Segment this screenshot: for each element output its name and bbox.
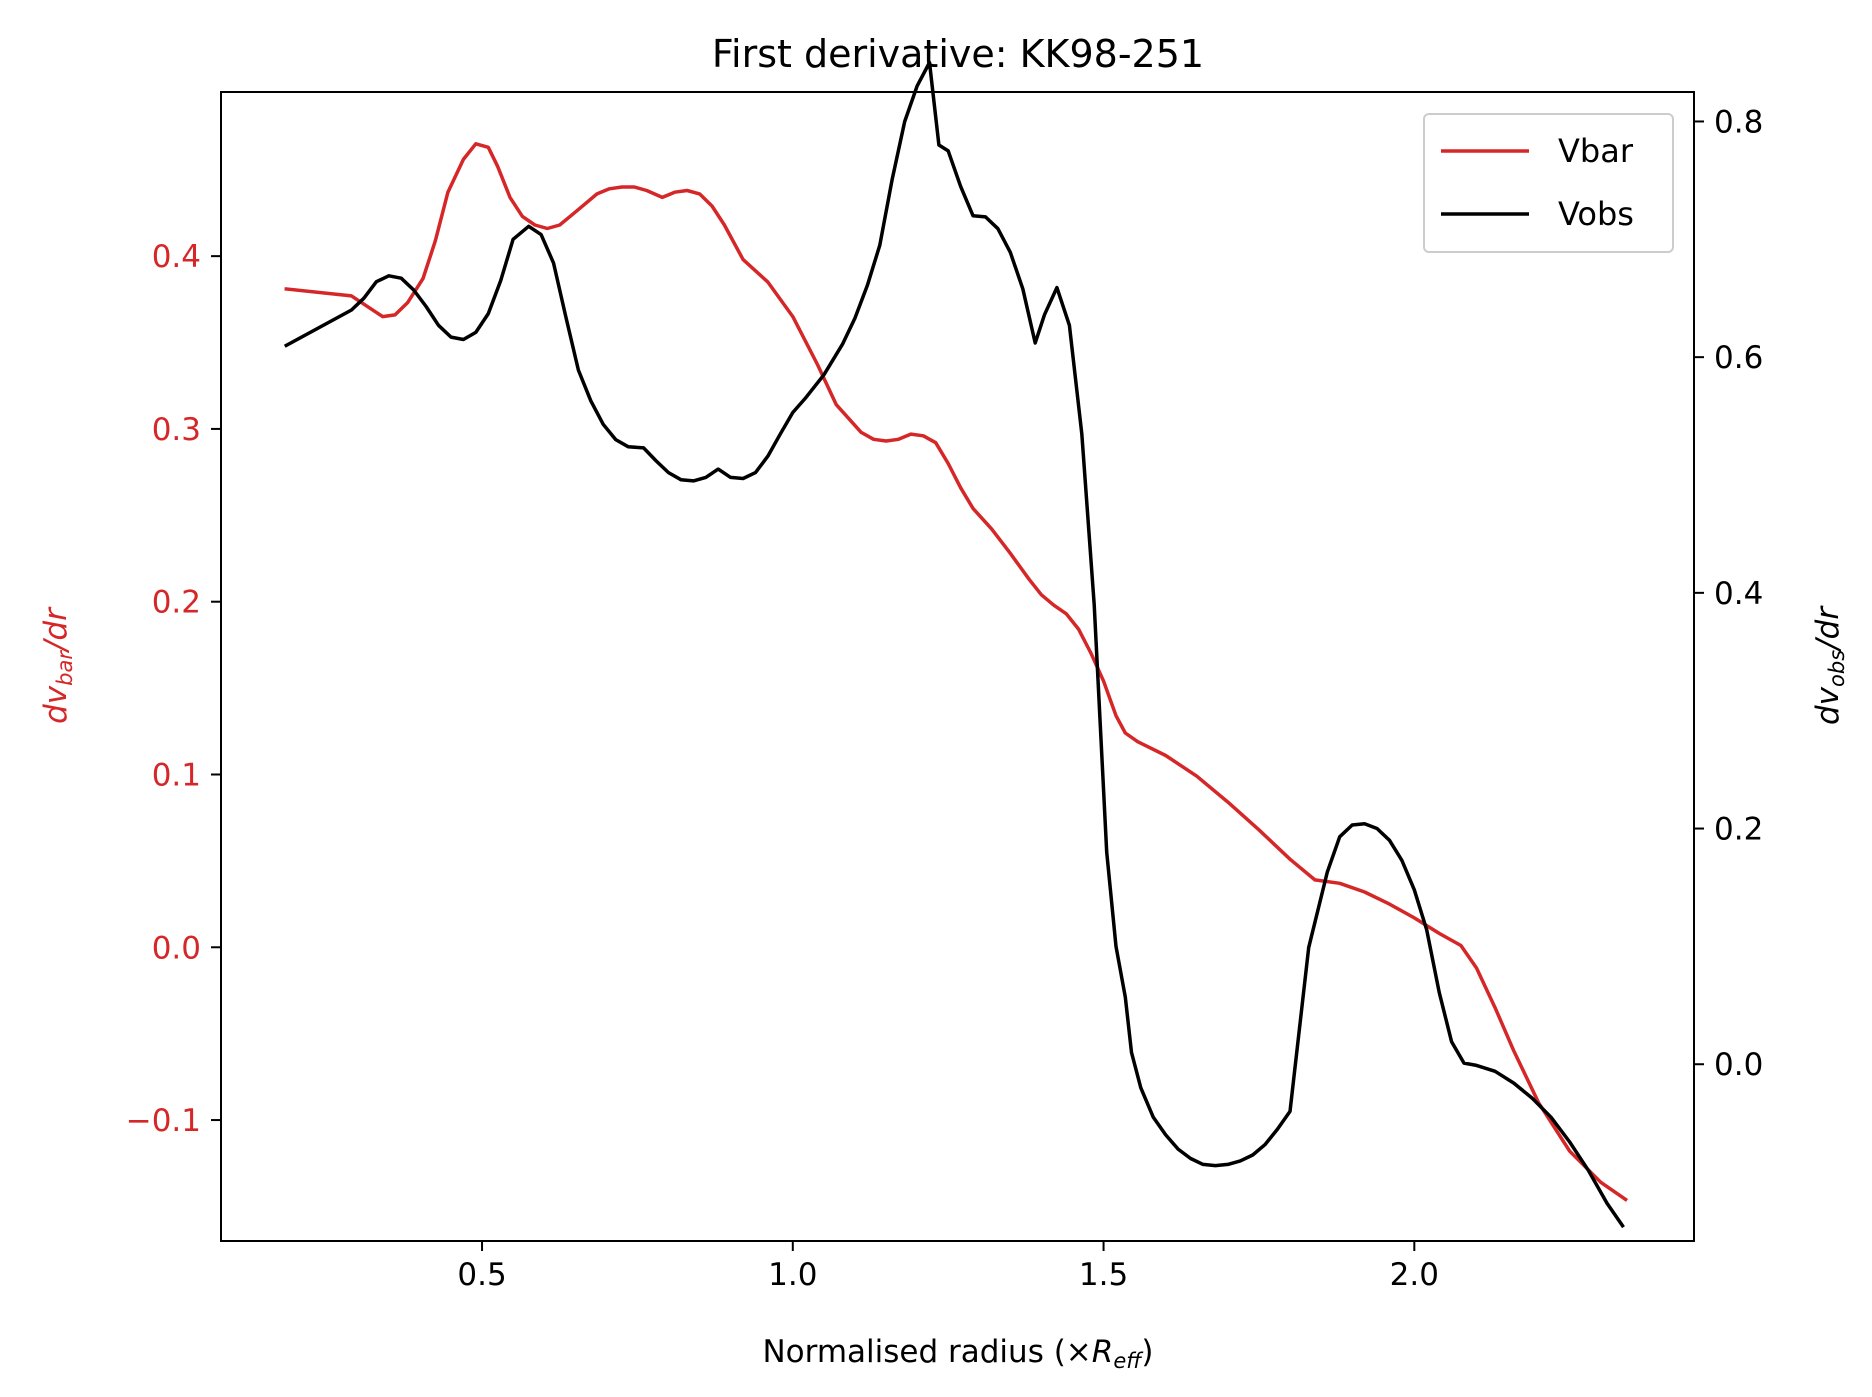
chart-title: First derivative: KK98-251 [712,32,1204,76]
left-y-tick-label: 0.0 [152,930,201,966]
legend: Vbar Vobs [1423,113,1674,253]
left-y-axis-ticks: −0.1 0.0 0.1 0.2 0.3 0.4 [126,239,221,1139]
x-tick-label: 1.5 [1079,1257,1128,1293]
x-axis-ticks: 0.5 1.0 1.5 2.0 [457,1241,1439,1293]
x-tick-label: 1.0 [768,1257,817,1293]
right-y-tick-label: 0.4 [1714,576,1763,612]
legend-box [1423,113,1674,253]
x-tick-label: 0.5 [457,1257,506,1293]
left-y-tick-label: 0.4 [152,239,201,275]
x-axis-label: Normalised radius (×Reff) [762,1334,1153,1373]
right-y-tick-label: 0.0 [1714,1047,1763,1083]
series-lines [283,60,1629,1229]
left-y-tick-label: 0.3 [152,412,201,448]
plot-frame [220,91,1695,1242]
right-y-tick-label: 0.2 [1714,812,1763,848]
left-y-tick-label: 0.1 [152,757,201,793]
series-line-vobs [283,60,1625,1229]
left-y-tick-label: 0.2 [152,585,201,621]
legend-label-vbar: Vbar [1558,132,1634,170]
right-y-tick-label: 0.6 [1714,340,1763,376]
right-y-axis-label: dvobs/dr [1810,605,1849,725]
x-tick-label: 2.0 [1390,1257,1439,1293]
right-y-axis-ticks: 0.0 0.2 0.4 0.6 0.8 [1694,104,1763,1083]
left-y-axis-label: dvbar/dr [38,606,77,724]
series-line-vbar [284,142,1629,1202]
legend-label-vobs: Vobs [1558,195,1634,233]
right-y-tick-label: 0.8 [1714,104,1763,140]
left-y-tick-label: −0.1 [126,1103,201,1139]
